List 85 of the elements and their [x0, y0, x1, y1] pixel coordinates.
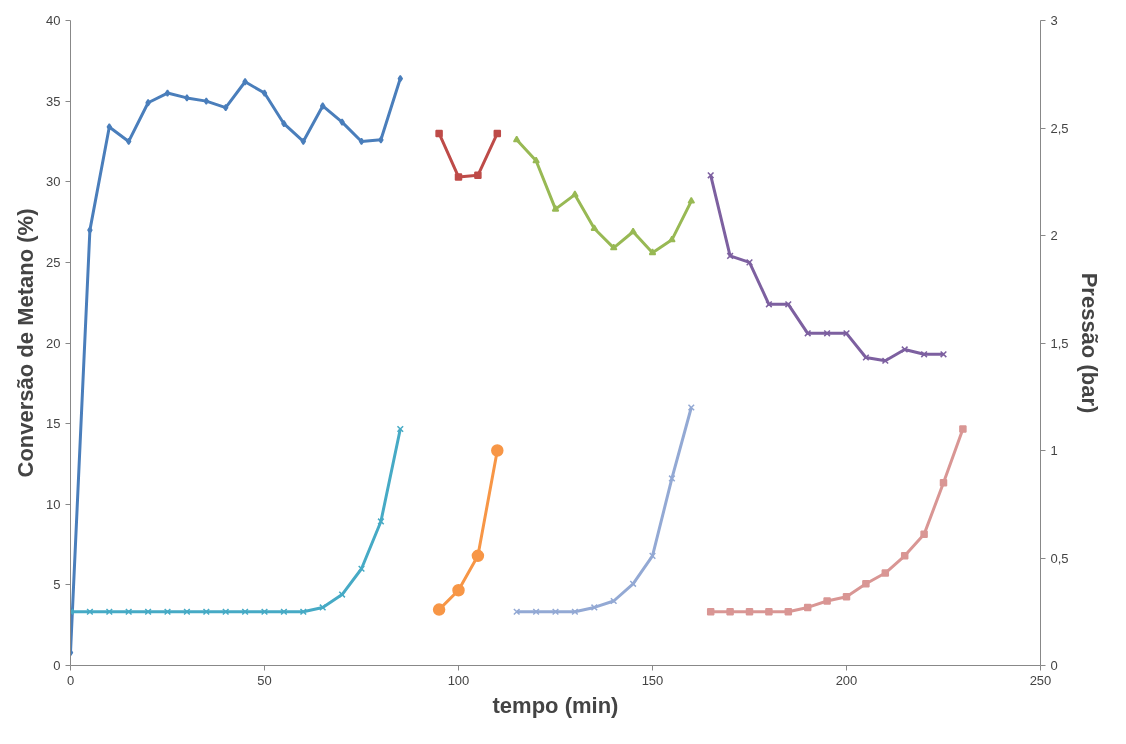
point	[493, 129, 502, 138]
point	[862, 580, 870, 588]
point	[339, 118, 345, 126]
y2-tick-label: 3	[1050, 13, 1058, 28]
point	[726, 252, 734, 260]
y-tick-label: 25	[46, 254, 61, 270]
point	[125, 137, 132, 146]
x-tick-label: 50	[257, 672, 272, 688]
point	[319, 102, 326, 110]
y2-tick-label: 0	[1050, 658, 1058, 673]
point	[491, 444, 504, 457]
x-tick-label: 100	[447, 672, 470, 688]
point	[435, 129, 443, 138]
point	[745, 608, 754, 616]
point	[184, 94, 190, 102]
point	[378, 136, 384, 144]
point	[804, 329, 812, 337]
y-tick-label: 10	[46, 496, 61, 512]
point	[648, 248, 657, 256]
point	[551, 204, 560, 212]
x-tick-label: 0	[66, 672, 75, 688]
y-tick-label: 20	[46, 335, 61, 351]
y2-tick-label: 1,5	[1050, 335, 1069, 351]
y-tick-label: 5	[53, 577, 61, 593]
point	[842, 592, 851, 601]
point	[299, 608, 307, 616]
point	[590, 224, 599, 231]
point	[164, 89, 171, 97]
point	[920, 530, 928, 539]
y-tick-label: 30	[46, 174, 61, 190]
point	[862, 353, 870, 362]
y2-tick-label: 2,5	[1050, 120, 1069, 136]
point	[687, 196, 696, 204]
x-tick-label: 200	[835, 672, 858, 688]
point	[823, 597, 831, 605]
point	[87, 226, 93, 234]
point	[959, 425, 967, 433]
point	[474, 171, 482, 180]
point	[432, 603, 446, 616]
point	[242, 78, 248, 86]
x-axis-title: tempo (min)	[492, 692, 619, 718]
point	[358, 137, 365, 146]
y-axis-title: Conversão de Metano (%)	[13, 208, 39, 478]
y-tick-label: 0	[53, 658, 61, 673]
y2-tick-label: 2	[1050, 228, 1058, 243]
y2-tick-label: 1	[1050, 443, 1058, 458]
point	[222, 608, 230, 616]
y2-axis-title: Pressão (bar)	[1076, 272, 1102, 414]
point	[125, 608, 133, 616]
x-tick-label: 150	[641, 672, 664, 688]
point	[668, 235, 676, 243]
point	[106, 123, 113, 131]
point	[881, 569, 890, 577]
x-tick-label: 250	[1029, 672, 1052, 688]
point	[629, 227, 637, 235]
y-tick-label: 15	[46, 416, 61, 432]
point	[454, 173, 463, 181]
point	[513, 608, 521, 616]
point	[726, 608, 734, 616]
point	[105, 608, 113, 616]
point	[939, 479, 948, 487]
point	[338, 590, 346, 599]
y2-tick-label: 0,5	[1050, 550, 1069, 566]
point	[881, 357, 889, 365]
y-tick-label: 40	[46, 13, 61, 28]
point	[222, 103, 229, 112]
point	[609, 243, 618, 251]
point	[397, 74, 404, 83]
point	[803, 603, 812, 612]
point	[300, 137, 307, 146]
point	[571, 190, 579, 198]
point	[784, 608, 793, 616]
y-tick-label: 35	[46, 93, 61, 109]
point	[707, 171, 715, 179]
point	[900, 552, 909, 560]
point	[452, 584, 465, 597]
point	[261, 89, 268, 97]
point	[784, 300, 792, 308]
point	[203, 97, 210, 105]
point	[471, 549, 485, 563]
point	[532, 156, 540, 164]
point	[202, 608, 210, 616]
point	[765, 608, 773, 616]
point	[512, 135, 521, 143]
point	[706, 608, 715, 616]
